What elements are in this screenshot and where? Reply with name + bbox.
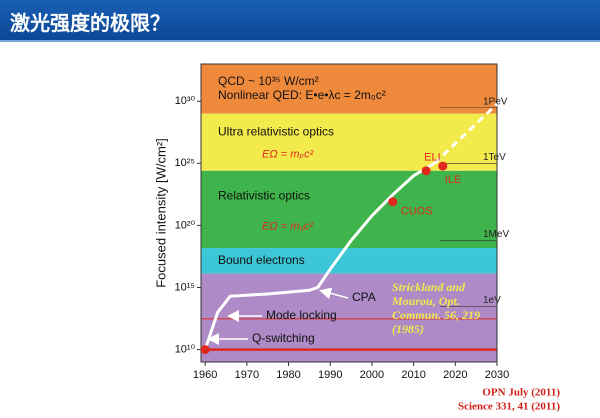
citation: (1985) xyxy=(392,322,424,336)
energy-label: 1TeV xyxy=(483,152,506,163)
y-tick-label: 10³⁰ xyxy=(175,95,196,107)
region-label: Ultra relativistic optics xyxy=(218,125,334,139)
annotation: Mode locking xyxy=(266,308,337,322)
energy-label: 1eV xyxy=(483,295,501,306)
x-tick-label: 2000 xyxy=(360,369,384,381)
x-tick-label: 1970 xyxy=(235,369,259,381)
citation: Commun. 56, 219 xyxy=(392,308,480,322)
y-tick-label: 10¹⁰ xyxy=(175,343,196,355)
region xyxy=(201,64,497,114)
point xyxy=(388,197,398,207)
energy-label: 1MeV xyxy=(483,229,509,240)
point xyxy=(421,166,431,176)
plot-frame xyxy=(200,63,498,363)
region xyxy=(201,113,497,171)
line xyxy=(433,102,499,165)
y-axis-label: Focused intensity [W/cm²] xyxy=(153,138,168,288)
annotation-arrow xyxy=(319,287,349,300)
region xyxy=(201,248,497,274)
region-label: Bound electrons xyxy=(218,253,305,267)
region-label: Relativistic optics xyxy=(218,188,310,202)
region-formula: EΩ = mₚc² xyxy=(262,149,314,161)
y-tick-label: 10¹⁵ xyxy=(175,281,195,293)
region xyxy=(201,170,497,249)
citation: Strickland and xyxy=(392,280,466,294)
y-tick-label: 10²⁰ xyxy=(175,219,196,231)
citation: Mourou, Opt. xyxy=(391,294,460,308)
source: Science 331, 41 (2011) xyxy=(458,401,560,413)
x-tick-label: 2020 xyxy=(443,369,467,381)
line xyxy=(203,162,436,351)
source: OPN July (2011) xyxy=(482,387,560,399)
x-tick-label: 2010 xyxy=(401,369,425,381)
point-label: ELI xyxy=(424,152,441,164)
title: 激光强度的极限？ xyxy=(10,11,170,35)
annotation: Q-switching xyxy=(252,331,315,345)
x-tick-label: 1980 xyxy=(276,369,300,381)
point-label: CUOS xyxy=(401,206,433,218)
point xyxy=(200,345,210,355)
region-formula: EΩ = m₀c² xyxy=(262,220,314,232)
region-label: Nonlinear QED: E•e•λc = 2m₀c² xyxy=(218,88,386,102)
point-label: ILE xyxy=(445,174,462,186)
x-tick-label: 1990 xyxy=(318,369,342,381)
annotation: CPA xyxy=(352,290,376,304)
energy-label: 1PeV xyxy=(483,96,508,107)
point xyxy=(438,161,448,171)
x-tick-label: 2030 xyxy=(485,369,509,381)
y-tick-label: 10²⁵ xyxy=(175,157,195,169)
header: 激光强度的极限？ xyxy=(0,0,600,42)
region xyxy=(201,273,497,362)
x-tick-label: 1960 xyxy=(193,369,217,381)
region-label: QCD ~ 10³⁵ W/cm² xyxy=(218,74,319,88)
